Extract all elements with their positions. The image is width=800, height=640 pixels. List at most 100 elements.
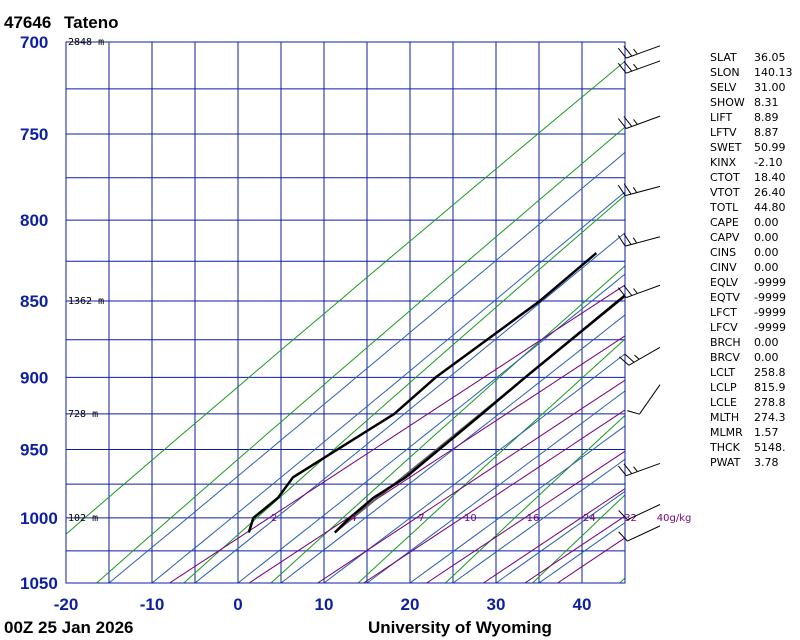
dry-adiabat <box>183 194 625 583</box>
index-value: 44.80 <box>754 201 786 214</box>
moist-adiabat <box>280 314 625 583</box>
index-value: 1.57 <box>754 426 779 439</box>
index-key: EQLV <box>710 276 739 289</box>
index-key: KINX <box>710 156 737 169</box>
moist-adiabat <box>194 232 625 583</box>
index-value: 0.00 <box>754 216 779 229</box>
moist-adiabat <box>366 390 625 583</box>
height-label: 2848 m <box>68 37 104 48</box>
index-key: MLMR <box>710 426 743 439</box>
index-value: 258.8 <box>754 366 786 379</box>
moist-adiabat <box>495 490 625 583</box>
pressure-tick-label: 750 <box>20 125 48 144</box>
wind-barb <box>617 183 661 197</box>
footer-source: University of Wyoming <box>368 618 552 637</box>
mixing-ratio-label: 40g/kg <box>657 513 692 524</box>
index-value: 36.05 <box>754 51 786 64</box>
wind-barb <box>617 462 661 477</box>
temperature-tick-label: 40 <box>573 595 592 614</box>
mixing-ratio-label: 2 <box>271 513 277 524</box>
wind-barbs <box>617 45 661 542</box>
moist-adiabat <box>108 151 625 583</box>
wind-barb <box>618 504 661 521</box>
sounding-profiles <box>247 252 625 534</box>
index-key: CTOT <box>710 171 740 184</box>
index-key: LCLT <box>710 366 735 379</box>
wind-barb <box>617 45 661 59</box>
index-value: 18.40 <box>754 171 786 184</box>
index-value: 0.00 <box>754 231 779 244</box>
moist-adiabat <box>237 273 625 583</box>
index-key: BRCV <box>710 351 740 364</box>
pressure-tick-label: 1000 <box>20 509 58 528</box>
height-label: 728 m <box>68 409 98 420</box>
stability-indices: SLAT 36.05 SLON 140.13 SELV 31.00 SHOW 8.31 LIFT… <box>709 51 793 469</box>
index-key: SLON <box>710 66 740 79</box>
pressure-tick-label: 850 <box>20 292 48 311</box>
mixing-ratio-label: 7 <box>418 513 424 524</box>
temperature-tick-label: 10 <box>315 595 334 614</box>
wind-barb <box>627 384 661 415</box>
index-key: LFCT <box>710 306 737 319</box>
index-key: CINS <box>710 246 736 259</box>
index-key: CINV <box>710 261 737 274</box>
parcel-path <box>334 294 625 534</box>
dry-adiabat <box>66 60 625 535</box>
wind-barb <box>617 60 661 74</box>
chart-grid <box>65 41 626 584</box>
index-value: -9999 <box>754 321 786 334</box>
wind-barb <box>617 115 661 129</box>
index-value: -9999 <box>754 291 786 304</box>
index-value: 8.31 <box>754 96 779 109</box>
wind-barb <box>618 525 661 542</box>
index-value: -9999 <box>754 276 786 289</box>
index-key: EQTV <box>710 291 740 304</box>
index-value: 50.99 <box>754 141 786 154</box>
mixing-ratio-label: 4 <box>350 513 356 524</box>
dry-adiabat <box>794 42 800 583</box>
index-value: 5148. <box>754 441 786 454</box>
mixing-ratio-label: 16 <box>527 513 540 524</box>
moist-adiabat <box>323 353 625 583</box>
index-value: 3.78 <box>754 456 779 469</box>
station-id: 47646 <box>4 13 51 32</box>
index-key: LCLP <box>710 381 737 394</box>
index-value: 278.8 <box>754 396 786 409</box>
moist-adiabat <box>409 425 625 583</box>
temperature-tick-label: 0 <box>233 595 242 614</box>
index-value: 31.00 <box>754 81 786 94</box>
index-key: LFCV <box>710 321 738 334</box>
dry-adiabat <box>96 126 625 583</box>
index-key: SHOW <box>710 96 745 109</box>
temperature-profile <box>333 293 625 534</box>
index-key: SLAT <box>710 51 737 64</box>
index-value: 0.00 <box>754 351 779 364</box>
index-value: 140.13 <box>754 66 793 79</box>
pressure-tick-label: 900 <box>20 368 48 387</box>
wind-barb <box>617 284 661 299</box>
index-key: THCK <box>709 441 741 454</box>
index-value: 26.40 <box>754 186 786 199</box>
wind-barb <box>619 346 661 366</box>
index-key: BRCH <box>710 336 741 349</box>
mixing-ratio-line <box>483 487 625 583</box>
mixing-ratio-line <box>169 284 625 583</box>
index-value: 8.87 <box>754 126 779 139</box>
dewpoint-profile <box>247 252 598 533</box>
adiabat-lines <box>66 42 800 583</box>
index-key: SELV <box>710 81 737 94</box>
height-labels: 2848 m 1362 m 728 m 102 m <box>68 37 104 524</box>
pressure-tick-label: 1050 <box>20 574 58 593</box>
index-value: 0.00 <box>754 261 779 274</box>
index-key: LFTV <box>710 126 737 139</box>
moist-adiabat <box>452 458 625 583</box>
height-label: 102 m <box>68 513 98 524</box>
index-key: MLTH <box>710 411 739 424</box>
plot-frame <box>65 41 626 584</box>
mixing-ratio-line <box>426 450 625 583</box>
mixing-ratio-lines <box>169 284 625 583</box>
temperature-tick-label: 20 <box>401 595 420 614</box>
index-key: PWAT <box>710 456 741 469</box>
pressure-axis-labels: 700 750 800 850 900 950 1000 1050 <box>20 33 58 593</box>
